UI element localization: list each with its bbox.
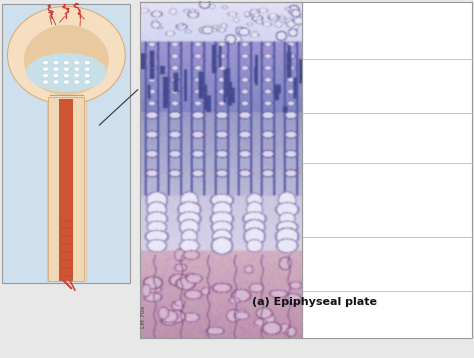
Circle shape: [53, 73, 59, 78]
Circle shape: [74, 61, 80, 65]
Circle shape: [64, 73, 69, 78]
Circle shape: [43, 80, 48, 84]
Circle shape: [43, 67, 48, 71]
Bar: [302, 2, 472, 338]
Circle shape: [74, 73, 80, 78]
Circle shape: [43, 61, 48, 65]
Circle shape: [74, 67, 80, 71]
Ellipse shape: [26, 53, 107, 92]
Bar: [48, 97, 84, 281]
Circle shape: [53, 67, 59, 71]
Circle shape: [53, 80, 59, 84]
Circle shape: [43, 73, 48, 78]
Circle shape: [53, 61, 59, 65]
Circle shape: [74, 80, 80, 84]
Text: LM 70x: LM 70x: [141, 305, 146, 328]
Text: (a) Epiphyseal plate: (a) Epiphyseal plate: [252, 297, 376, 307]
Ellipse shape: [24, 25, 109, 95]
Circle shape: [84, 67, 90, 71]
Circle shape: [64, 61, 69, 65]
Bar: [140, 2, 302, 338]
Circle shape: [84, 73, 90, 78]
Bar: [2, 4, 130, 283]
Circle shape: [64, 67, 69, 71]
Circle shape: [84, 61, 90, 65]
Circle shape: [64, 80, 69, 84]
Circle shape: [84, 80, 90, 84]
Ellipse shape: [8, 6, 125, 104]
Bar: [59, 98, 73, 281]
